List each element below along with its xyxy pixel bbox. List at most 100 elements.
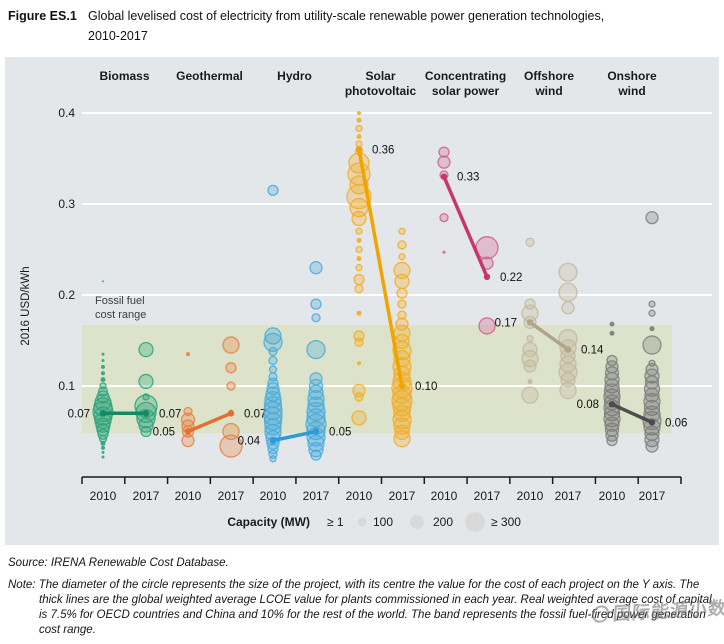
project-bubble xyxy=(604,416,620,432)
tech-header: Biomass xyxy=(99,69,149,83)
value-label: 0.17 xyxy=(495,317,517,329)
value-label: 0.08 xyxy=(577,399,599,411)
year-label: 2010 xyxy=(346,489,373,503)
project-bubble xyxy=(138,341,154,358)
year-label: 2017 xyxy=(133,489,160,503)
project-bubble xyxy=(392,410,412,430)
y-tick-label: 0.3 xyxy=(58,197,75,211)
tech-header: photovoltaic xyxy=(345,84,417,98)
project-bubble xyxy=(356,310,362,316)
project-bubble xyxy=(521,386,539,404)
project-bubble xyxy=(181,433,195,448)
project-bubble xyxy=(527,378,533,384)
project-bubble xyxy=(101,445,105,450)
project-bubble xyxy=(225,362,237,374)
value-label: 0.07 xyxy=(68,408,90,420)
avg-point-2017 xyxy=(398,382,406,390)
project-bubble xyxy=(355,140,363,148)
project-bubble xyxy=(310,298,322,310)
avg-lcoe-line xyxy=(528,320,570,352)
y-axis-title: 2016 USD/kWh xyxy=(20,266,32,345)
avg-point-2017 xyxy=(142,410,150,417)
project-bubble xyxy=(306,339,326,360)
legend-item-label: 200 xyxy=(433,515,453,529)
avg-lcoe-line xyxy=(357,147,404,388)
project-bubble xyxy=(219,434,243,458)
project-bubble xyxy=(311,313,321,323)
year-label: 2010 xyxy=(599,489,626,503)
project-bubble xyxy=(648,309,656,317)
year-label: 2017 xyxy=(389,489,416,503)
year-label: 2017 xyxy=(555,489,582,503)
project-bubble xyxy=(355,124,363,133)
project-bubble xyxy=(357,111,361,115)
project-bubble xyxy=(438,146,450,158)
avg-point-2010 xyxy=(440,173,448,180)
year-label: 2017 xyxy=(218,489,245,503)
project-bubble xyxy=(606,434,618,447)
year-label: 2017 xyxy=(303,489,330,503)
note-line: Note: The diameter of the circle represe… xyxy=(8,578,718,638)
legend-title: Capacity (MW) xyxy=(227,515,310,529)
value-label: 0.33 xyxy=(457,172,479,184)
project-bubble xyxy=(396,287,408,299)
project-bubble xyxy=(394,424,410,441)
project-bubble xyxy=(394,273,410,290)
avg-lcoe-line xyxy=(186,411,233,434)
chart-panel: 0.4 0.3 0.2 0.1 2016 USD/kWh Fossil fuel cost … xyxy=(5,57,719,545)
project-bubble xyxy=(609,321,615,327)
avg-point-2017 xyxy=(312,428,320,435)
year-label: 2017 xyxy=(474,489,501,503)
project-bubble xyxy=(100,440,106,446)
project-bubble xyxy=(101,359,105,363)
project-bubble xyxy=(186,352,190,357)
project-bubble xyxy=(442,250,446,254)
project-bubble xyxy=(558,282,578,302)
project-bubble xyxy=(648,300,656,308)
value-label: 0.07 xyxy=(159,408,181,420)
y-tick-label: 0.2 xyxy=(58,288,75,302)
project-bubble xyxy=(522,341,538,358)
project-bubble xyxy=(309,261,323,275)
avg-point-2010 xyxy=(99,410,107,417)
project-bubble xyxy=(354,283,364,294)
project-bubble xyxy=(643,399,661,416)
project-bubble xyxy=(95,417,111,433)
project-bubble xyxy=(138,373,154,390)
legend-bubble xyxy=(465,512,485,532)
project-bubble xyxy=(310,449,322,461)
avg-point-2010 xyxy=(608,401,616,408)
project-bubble xyxy=(226,381,236,391)
lcoe-bubble-chart: 0.4 0.3 0.2 0.1 2016 USD/kWh Fossil fuel cost … xyxy=(20,69,712,532)
y-tick-label: 0.1 xyxy=(58,379,75,393)
project-bubble xyxy=(393,404,411,422)
year-label: 2010 xyxy=(431,489,458,503)
avg-lcoe-line xyxy=(271,429,318,443)
project-bubble xyxy=(397,299,407,309)
avg-point-2017 xyxy=(227,410,235,417)
tech-header: Solar xyxy=(365,69,395,83)
project-bubble xyxy=(393,430,411,448)
tech-header: solar power xyxy=(432,84,500,98)
project-bubble xyxy=(100,377,106,383)
project-bubble xyxy=(525,237,535,247)
project-bubble xyxy=(101,455,105,459)
value-label: 0.14 xyxy=(581,345,604,357)
project-bubble xyxy=(308,384,324,401)
project-bubble xyxy=(439,212,449,223)
band-label: cost range xyxy=(95,309,146,321)
project-bubble xyxy=(356,256,362,262)
project-bubble xyxy=(561,301,575,315)
project-bubble xyxy=(356,117,362,123)
year-label: 2017 xyxy=(639,489,666,503)
avg-point-2010 xyxy=(184,428,192,435)
project-bubble xyxy=(357,361,361,366)
avg-lcoe-line xyxy=(610,402,654,425)
project-bubble xyxy=(356,134,362,140)
project-bubble xyxy=(644,387,660,403)
note-text: The diameter of the circle represents th… xyxy=(38,579,712,636)
tech-header: Onshore xyxy=(607,69,657,83)
project-bubble xyxy=(645,210,659,225)
project-bubble xyxy=(263,332,283,352)
